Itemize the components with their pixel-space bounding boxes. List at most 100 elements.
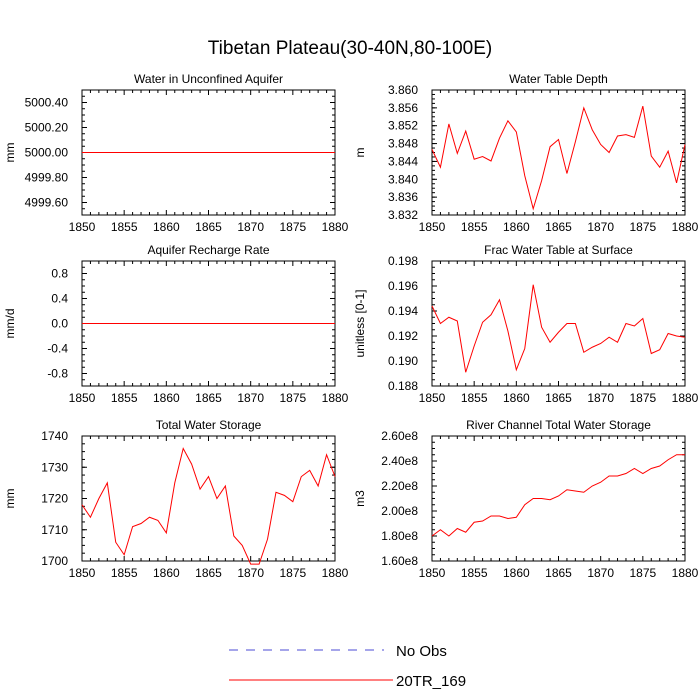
legend: No Obs 20TR_169	[229, 643, 466, 690]
x-tick-label: 1850	[419, 391, 446, 405]
y-tick-label: 4999.80	[25, 171, 69, 185]
x-tick-label: 1850	[69, 566, 96, 580]
x-tick-label: 1875	[629, 391, 656, 405]
x-tick-label: 1870	[587, 566, 614, 580]
y-tick-label: 2.40e8	[381, 454, 418, 468]
y-tick-label: 1700	[41, 554, 68, 568]
x-tick-label: 1855	[111, 220, 138, 234]
x-tick-label: 1880	[322, 391, 349, 405]
y-tick-label: -0.8	[47, 367, 68, 381]
x-tick-label: 1875	[629, 566, 656, 580]
panel-title: River Channel Total Water Storage	[466, 418, 651, 432]
x-tick-label: 1865	[195, 566, 222, 580]
x-tick-label: 1880	[672, 220, 699, 234]
y-tick-label: 3.840	[388, 172, 418, 186]
y-axis-label: m3	[353, 490, 367, 507]
panel-title: Aquifer Recharge Rate	[147, 243, 269, 257]
x-tick-label: 1860	[153, 566, 180, 580]
series-line	[431, 284, 686, 373]
x-tick-label: 1870	[587, 391, 614, 405]
x-tick-label: 1850	[419, 566, 446, 580]
y-axis-label: m	[353, 148, 367, 158]
y-tick-label: 1720	[41, 492, 68, 506]
x-tick-label: 1860	[153, 391, 180, 405]
y-tick-label: 0.0	[51, 317, 68, 331]
chart-panel-1: Water in Unconfined Aquifer mm 1850 1855 186…	[3, 72, 349, 234]
series-line	[431, 105, 686, 211]
y-tick-label: 3.836	[388, 190, 418, 204]
series-line	[81, 447, 336, 565]
y-tick-label: 3.848	[388, 137, 418, 151]
x-tick-label: 1860	[153, 220, 180, 234]
y-tick-label: 0.188	[388, 379, 418, 393]
x-tick-label: 1870	[237, 391, 264, 405]
y-tick-label: 0.4	[51, 292, 68, 306]
chart-panel-4: Frac Water Table at Surface unitless [0-1…	[353, 243, 699, 405]
x-tick-label: 1875	[279, 566, 306, 580]
y-axis-label: unitless [0-1]	[353, 289, 367, 357]
x-tick-label: 1860	[503, 391, 530, 405]
x-tick-label: 1875	[279, 391, 306, 405]
y-tick-label: 2.20e8	[381, 479, 418, 493]
y-tick-label: 3.844	[388, 154, 418, 168]
y-tick-label: 0.194	[388, 304, 418, 318]
y-tick-label: 3.832	[388, 208, 418, 222]
y-tick-label: 1730	[41, 460, 68, 474]
panel-title: Water Table Depth	[509, 72, 608, 86]
x-tick-label: 1870	[237, 566, 264, 580]
chart-panel-2: Water Table Depth m 1850 1855 1860 1865 1870 18…	[353, 72, 699, 234]
y-tick-label: 3.860	[388, 83, 418, 97]
x-tick-label: 1865	[545, 391, 572, 405]
x-tick-label: 1865	[195, 391, 222, 405]
x-tick-label: 1850	[419, 220, 446, 234]
y-tick-label: 0.8	[51, 267, 68, 281]
y-axis-label: mm	[3, 143, 17, 163]
x-tick-label: 1870	[587, 220, 614, 234]
y-tick-label: -0.4	[47, 342, 68, 356]
x-tick-label: 1855	[111, 391, 138, 405]
series-line	[431, 454, 685, 537]
chart-panels: Water in Unconfined Aquifer mm 1850 1855 186…	[3, 72, 699, 580]
chart-panel-3: Aquifer Recharge Rate mm/d 1850 1855 1860 186…	[3, 243, 349, 405]
plot-frame	[431, 89, 686, 216]
figure-title: Tibetan Plateau(30-40N,80-100E)	[207, 38, 493, 59]
panel-title: Total Water Storage	[156, 418, 262, 432]
y-tick-label: 1.80e8	[381, 529, 418, 543]
y-tick-label: 1740	[41, 429, 68, 443]
x-tick-label: 1860	[503, 566, 530, 580]
chart-panel-5: Total Water Storage mm 1850 1855 1860 1865 187…	[3, 418, 349, 580]
y-axis-label: mm/d	[3, 309, 17, 339]
x-tick-label: 1880	[672, 391, 699, 405]
y-tick-label: 0.198	[388, 254, 418, 268]
x-tick-label: 1855	[461, 391, 488, 405]
plot-frame	[431, 260, 686, 387]
y-tick-label: 5000.20	[25, 121, 69, 135]
y-tick-label: 0.190	[388, 354, 418, 368]
y-tick-label: 5000.00	[25, 146, 69, 160]
x-tick-label: 1880	[322, 220, 349, 234]
y-tick-label: 4999.60	[25, 196, 69, 210]
plot-frame	[81, 435, 336, 562]
y-tick-label: 2.60e8	[381, 429, 418, 443]
plot-frame	[431, 435, 686, 562]
x-tick-label: 1855	[461, 220, 488, 234]
x-tick-label: 1880	[672, 566, 699, 580]
x-tick-label: 1850	[69, 391, 96, 405]
x-tick-label: 1865	[195, 220, 222, 234]
x-tick-label: 1850	[69, 220, 96, 234]
x-tick-label: 1860	[503, 220, 530, 234]
x-tick-label: 1880	[322, 566, 349, 580]
panel-title: Frac Water Table at Surface	[484, 243, 633, 257]
x-tick-label: 1865	[545, 220, 572, 234]
y-tick-label: 1710	[41, 523, 68, 537]
y-tick-label: 0.196	[388, 279, 418, 293]
y-tick-label: 3.852	[388, 119, 418, 133]
x-tick-label: 1855	[111, 566, 138, 580]
legend-model-label: 20TR_169	[396, 673, 466, 690]
y-tick-label: 5000.40	[25, 96, 69, 110]
x-tick-label: 1875	[629, 220, 656, 234]
panel-title: Water in Unconfined Aquifer	[134, 72, 283, 86]
y-tick-label: 1.60e8	[381, 554, 418, 568]
